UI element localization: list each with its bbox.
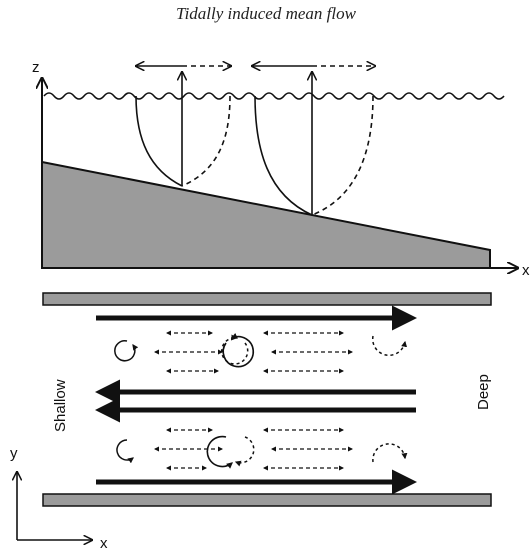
water-surface bbox=[43, 92, 505, 100]
shallow-label: Shallow bbox=[52, 379, 69, 432]
eddy-right-lower bbox=[372, 443, 408, 463]
wall-top bbox=[42, 292, 492, 306]
seabed bbox=[41, 160, 491, 269]
eddy-right-upper bbox=[371, 335, 408, 357]
deep-label: Deep bbox=[475, 374, 492, 410]
velocity-profile-left-solid bbox=[135, 95, 183, 187]
wall-bottom bbox=[42, 493, 492, 507]
eddy-mid-lower-dashed bbox=[234, 436, 255, 467]
plan-x-axis-label: x bbox=[100, 535, 108, 552]
plan-view: Shallow Deep y x bbox=[10, 292, 492, 552]
eddy-mid-upper-dashed bbox=[220, 334, 249, 365]
z-axis-label: z bbox=[32, 59, 40, 76]
eddy-small-upper bbox=[114, 340, 139, 362]
eddy-small-lower bbox=[116, 439, 134, 464]
eddy-mid-lower bbox=[206, 435, 233, 469]
eddy-mid-upper bbox=[222, 332, 255, 368]
figure-title: Tidally induced mean flow bbox=[176, 4, 356, 23]
velocity-profile-right-dashed bbox=[311, 95, 374, 216]
section-view: z x bbox=[32, 59, 530, 279]
velocity-profile-left-dashed bbox=[181, 95, 231, 187]
velocity-profile-right-solid bbox=[254, 95, 313, 216]
x-axis-label: x bbox=[522, 262, 530, 279]
plan-y-axis-label: y bbox=[10, 445, 18, 462]
